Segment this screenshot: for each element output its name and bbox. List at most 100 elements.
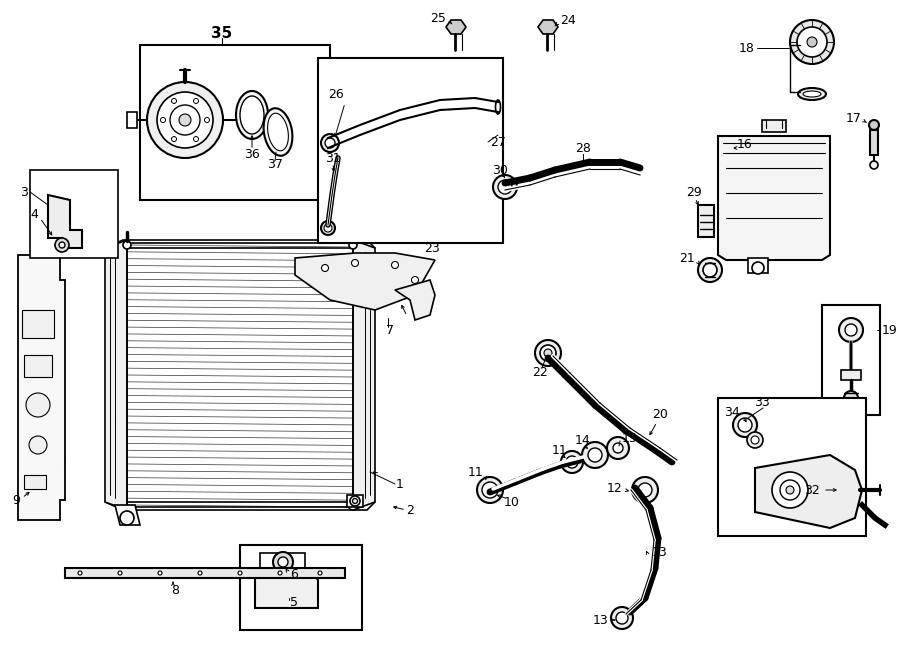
Circle shape <box>540 345 556 361</box>
Ellipse shape <box>264 108 292 156</box>
Polygon shape <box>115 505 140 525</box>
Circle shape <box>752 262 764 274</box>
Circle shape <box>566 456 578 468</box>
Circle shape <box>194 98 199 104</box>
Bar <box>24 475 46 489</box>
Circle shape <box>544 349 552 357</box>
Polygon shape <box>755 455 862 528</box>
Circle shape <box>238 571 242 575</box>
Circle shape <box>158 571 162 575</box>
Text: 22: 22 <box>532 366 548 379</box>
Circle shape <box>123 241 131 249</box>
Text: 29: 29 <box>686 186 702 198</box>
Circle shape <box>170 105 200 135</box>
Circle shape <box>607 437 629 459</box>
Circle shape <box>638 483 652 497</box>
Ellipse shape <box>236 91 268 139</box>
Bar <box>240 545 362 630</box>
Circle shape <box>611 607 633 629</box>
Text: 25: 25 <box>430 11 446 24</box>
Circle shape <box>498 180 512 194</box>
Circle shape <box>616 612 628 624</box>
Polygon shape <box>255 570 318 608</box>
Ellipse shape <box>798 88 826 100</box>
Text: 13: 13 <box>592 613 608 627</box>
Circle shape <box>869 120 879 130</box>
Bar <box>762 120 786 132</box>
Circle shape <box>493 175 517 199</box>
Polygon shape <box>105 502 375 510</box>
Circle shape <box>772 472 808 508</box>
Bar <box>347 495 363 507</box>
Circle shape <box>844 391 858 405</box>
Circle shape <box>204 118 210 122</box>
Text: 3: 3 <box>20 186 28 198</box>
Text: 2: 2 <box>406 504 414 516</box>
Circle shape <box>55 238 69 252</box>
Bar <box>260 553 305 571</box>
Circle shape <box>613 443 623 453</box>
Text: 4: 4 <box>30 208 38 221</box>
Text: 6: 6 <box>290 568 298 582</box>
Circle shape <box>59 242 65 248</box>
Text: 15: 15 <box>622 432 638 444</box>
Circle shape <box>582 442 608 468</box>
Circle shape <box>273 552 293 572</box>
Text: 20: 20 <box>652 408 668 422</box>
Circle shape <box>477 477 503 503</box>
Text: 35: 35 <box>212 26 232 40</box>
Polygon shape <box>446 20 466 34</box>
Circle shape <box>318 571 322 575</box>
Bar <box>870 130 878 155</box>
Text: 10: 10 <box>504 496 520 510</box>
Text: 8: 8 <box>171 584 179 596</box>
Circle shape <box>845 324 857 336</box>
Text: 1: 1 <box>396 477 404 490</box>
Circle shape <box>194 137 199 141</box>
Circle shape <box>870 161 878 169</box>
Circle shape <box>348 500 358 510</box>
Circle shape <box>780 480 800 500</box>
Polygon shape <box>353 240 375 510</box>
Text: 18: 18 <box>739 42 755 54</box>
Text: 12: 12 <box>607 481 622 494</box>
Text: 13: 13 <box>652 547 668 559</box>
Bar <box>140 45 330 200</box>
Bar <box>698 205 714 237</box>
Text: 34: 34 <box>724 407 740 420</box>
Ellipse shape <box>267 113 288 151</box>
Text: 17: 17 <box>846 112 862 124</box>
Bar <box>22 310 54 338</box>
Circle shape <box>482 482 498 498</box>
Text: 30: 30 <box>492 163 508 176</box>
Polygon shape <box>105 240 375 248</box>
Text: 37: 37 <box>267 159 283 171</box>
Circle shape <box>797 27 827 57</box>
Ellipse shape <box>803 91 821 97</box>
Text: 26: 26 <box>328 89 344 102</box>
Text: 21: 21 <box>680 251 695 264</box>
Circle shape <box>352 260 358 266</box>
Polygon shape <box>538 20 558 34</box>
Polygon shape <box>48 195 82 248</box>
Ellipse shape <box>496 100 500 114</box>
Text: 19: 19 <box>882 323 898 336</box>
Bar <box>65 568 345 578</box>
Circle shape <box>78 571 82 575</box>
Text: 14: 14 <box>575 434 591 446</box>
Circle shape <box>324 224 332 232</box>
Circle shape <box>535 340 561 366</box>
Text: 36: 36 <box>244 149 260 161</box>
Circle shape <box>29 436 47 454</box>
Circle shape <box>632 477 658 503</box>
Circle shape <box>160 118 166 122</box>
Circle shape <box>411 276 418 284</box>
Polygon shape <box>718 136 830 260</box>
Bar <box>718 398 866 536</box>
Circle shape <box>278 571 282 575</box>
Circle shape <box>118 571 122 575</box>
Circle shape <box>172 137 176 141</box>
Circle shape <box>790 20 834 64</box>
Circle shape <box>738 418 752 432</box>
Text: 11: 11 <box>552 444 568 457</box>
